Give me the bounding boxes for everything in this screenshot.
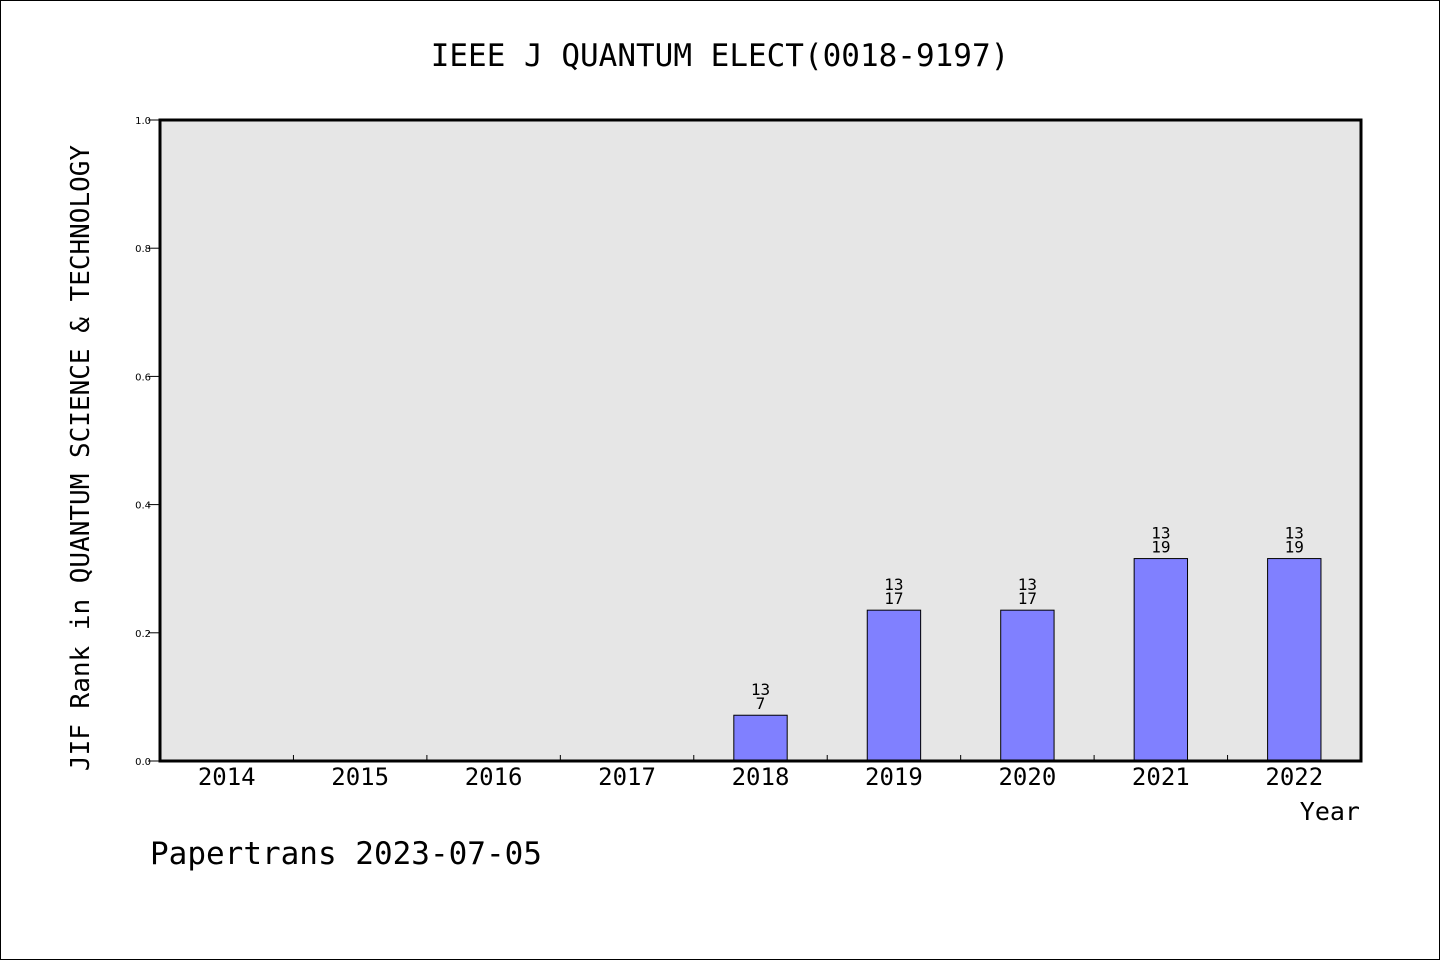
chart-title: IEEE J QUANTUM ELECT(0018-9197) xyxy=(431,38,1010,74)
x-axis-label: Year xyxy=(1300,797,1360,826)
bar-2020 xyxy=(1000,609,1055,762)
x-axis: 2014 2015 2016 2017 2018 2019 2020 2021 2022 xyxy=(198,755,1323,791)
bar-2021 xyxy=(1133,558,1189,762)
y-tick-label: 0.0 xyxy=(135,757,151,768)
x-tick-label: 2015 xyxy=(331,763,389,791)
bar-total-label: 7 xyxy=(756,694,766,713)
y-tick-label: 0.8 xyxy=(135,244,151,255)
footer-credit: Papertrans 2023-07-05 xyxy=(150,836,542,872)
x-tick-label: 2014 xyxy=(198,763,256,791)
y-tick-label: 0.6 xyxy=(135,372,151,383)
y-tick-label: 0.4 xyxy=(135,501,151,512)
bar-rank-label: 13 xyxy=(751,680,770,699)
bar-2019 xyxy=(866,609,922,762)
plot-border xyxy=(158,118,1363,763)
bar-rank-label: 13 xyxy=(1151,524,1170,543)
bar-rank-label: 13 xyxy=(1018,575,1037,594)
x-tick-label: 2017 xyxy=(598,763,656,791)
bar-total-label: 19 xyxy=(1285,538,1304,557)
bar-total-label: 19 xyxy=(1151,538,1170,557)
bar-2022 xyxy=(1267,558,1322,762)
y-axis-label: JIF Rank in QUANTUM SCIENCE & TECHNOLOGY xyxy=(66,145,96,771)
bar-rank-label: 13 xyxy=(884,575,903,594)
x-tick-label: 2022 xyxy=(1265,763,1323,791)
x-tick-label: 2019 xyxy=(865,763,923,791)
bar-2018 xyxy=(733,714,788,762)
x-tick-label: 2020 xyxy=(998,763,1056,791)
bar-total-label: 17 xyxy=(1018,589,1037,608)
bar-rank-label: 13 xyxy=(1285,524,1304,543)
x-tick-label: 2021 xyxy=(1132,763,1190,791)
bar-total-label: 17 xyxy=(884,589,903,608)
y-tick-label: 0.2 xyxy=(135,629,151,640)
y-axis: 0.0 0.2 0.4 0.6 0.8 1.0 xyxy=(135,116,160,768)
x-tick-label: 2016 xyxy=(465,763,523,791)
y-tick-label: 1.0 xyxy=(135,116,151,127)
x-tick-label: 2018 xyxy=(732,763,790,791)
